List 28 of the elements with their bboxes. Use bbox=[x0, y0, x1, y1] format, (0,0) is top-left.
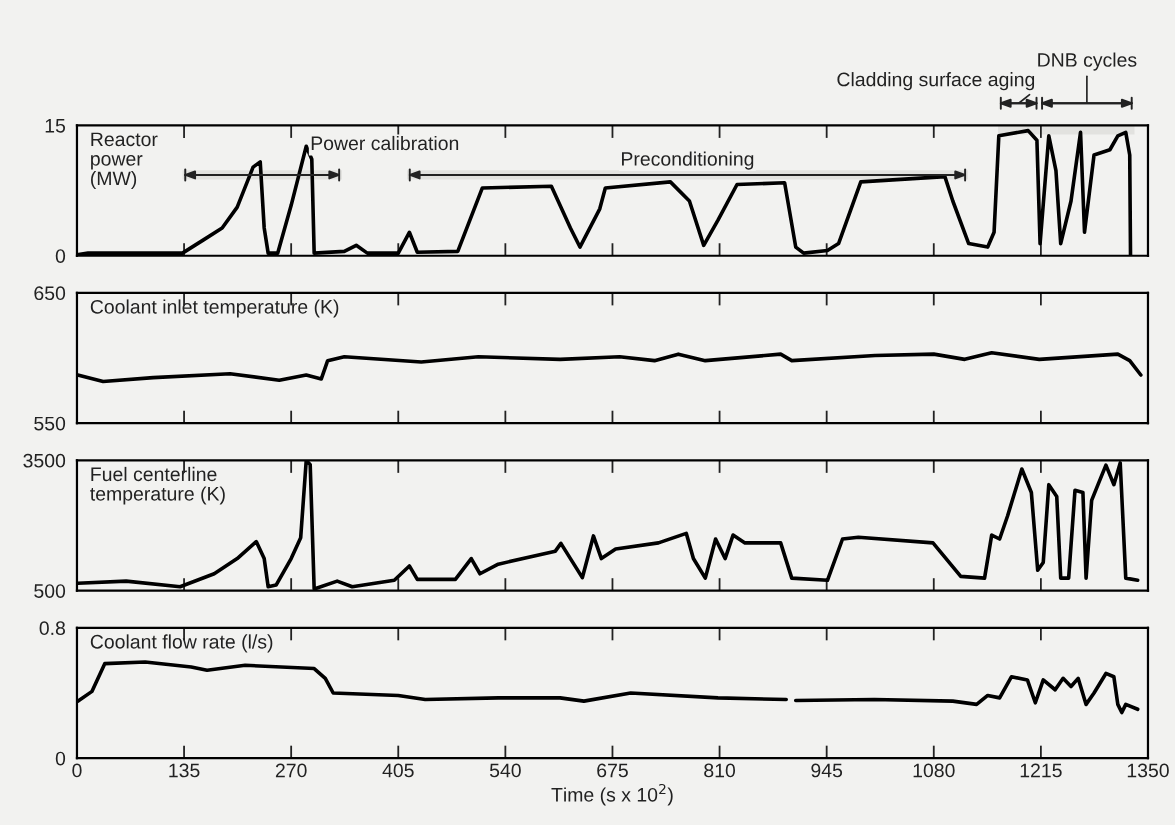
y-tick-label: 15 bbox=[45, 119, 66, 133]
text: Fuel centerline temperature (K) bbox=[90, 466, 225, 505]
chart-title: Coolant flow rate (l/s) bbox=[90, 634, 273, 653]
x-tick-label: 945 bbox=[811, 763, 843, 778]
x-tick-label: 1350 bbox=[1127, 763, 1169, 778]
y-tick-label: 0 bbox=[55, 249, 66, 263]
y-tick-label: 3500 bbox=[23, 453, 66, 468]
band-label: DNB cycles bbox=[1038, 52, 1137, 71]
y-tick-label: 650 bbox=[34, 286, 66, 301]
x-tick-label: 0 bbox=[72, 763, 82, 778]
band-label: Preconditioning bbox=[622, 151, 754, 170]
x-tick-label: 270 bbox=[275, 763, 307, 778]
x-tick-label: 810 bbox=[704, 763, 736, 778]
band-label: Cladding surface aging bbox=[837, 72, 1035, 91]
y-tick-label: 500 bbox=[34, 584, 66, 598]
x-tick-label: 675 bbox=[597, 763, 628, 778]
x-axis-title: Time (s x 10$^{2}$) bbox=[551, 783, 673, 806]
band-label: Power calibration bbox=[311, 135, 459, 151]
x-tick-label: 540 bbox=[489, 763, 521, 778]
x-tick-label: 405 bbox=[382, 763, 414, 778]
chart-title: Coolant inlet temperature (K) bbox=[90, 299, 339, 318]
text: Reactor power (MW) bbox=[91, 132, 158, 190]
y-tick-label: 0 bbox=[55, 751, 66, 766]
x-tick-label: 135 bbox=[169, 763, 200, 778]
x-tick-label: 1215 bbox=[1020, 763, 1062, 778]
y-tick-label: 0.8 bbox=[39, 621, 66, 636]
y-tick-label: 550 bbox=[34, 416, 66, 431]
x-tick-label: 1080 bbox=[913, 763, 955, 778]
